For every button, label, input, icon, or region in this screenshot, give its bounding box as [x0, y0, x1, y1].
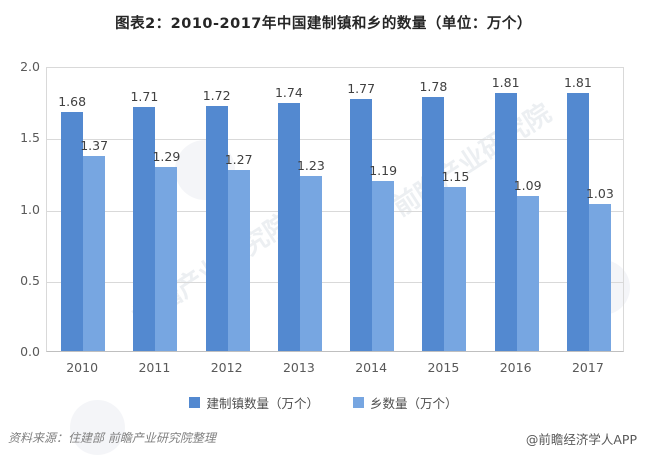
value-label-townships-2013: 1.23 — [296, 157, 325, 173]
y-tick-label: 1.5 — [20, 130, 40, 146]
x-tick-label-2010: 2010 — [66, 360, 99, 375]
value-label-townships-2010: 1.37 — [80, 137, 109, 153]
x-tick-label-2012: 2012 — [210, 360, 243, 375]
x-tick-label-2015: 2015 — [427, 360, 460, 375]
legend-item-townships: 乡数量（万个） — [353, 393, 458, 412]
gridline — [47, 210, 623, 212]
x-tick-label-2013: 2013 — [282, 360, 315, 375]
value-label-towns-2010: 1.68 — [58, 93, 87, 109]
value-label-towns-2015: 1.78 — [419, 79, 448, 95]
x-tick-label-2011: 2011 — [138, 360, 171, 375]
bar-townships-2016 — [516, 195, 539, 351]
gridline — [47, 281, 623, 283]
bar-townships-2015 — [444, 187, 467, 351]
bar-towns-2017 — [566, 93, 589, 351]
value-label-towns-2013: 1.74 — [274, 85, 303, 101]
x-tick-label-2017: 2017 — [571, 360, 604, 375]
value-label-towns-2011: 1.71 — [130, 89, 159, 105]
bar-towns-2016 — [494, 93, 517, 351]
bar-townships-2012 — [227, 170, 250, 351]
value-label-townships-2016: 1.09 — [513, 177, 542, 193]
value-label-towns-2012: 1.72 — [202, 87, 231, 103]
chart-title: 图表2：2010-2017年中国建制镇和乡的数量（单位：万个） — [115, 16, 532, 32]
bar-towns-2015 — [422, 97, 445, 351]
value-label-townships-2015: 1.15 — [441, 169, 470, 185]
legend-swatch-townships — [353, 397, 364, 408]
gridline — [47, 139, 623, 141]
value-label-townships-2012: 1.27 — [224, 152, 253, 168]
bar-townships-2010 — [83, 155, 106, 351]
bar-towns-2014 — [350, 98, 373, 351]
value-label-townships-2011: 1.29 — [152, 149, 181, 165]
bar-towns-2013 — [277, 103, 300, 351]
legend-item-towns: 建制镇数量（万个） — [189, 393, 319, 412]
bar-townships-2017 — [588, 204, 611, 351]
bar-townships-2014 — [372, 181, 395, 351]
bar-towns-2011 — [133, 107, 156, 351]
y-tick-label: 1.0 — [20, 201, 40, 217]
legend-label-towns: 建制镇数量（万个） — [206, 396, 319, 411]
value-label-towns-2014: 1.77 — [347, 80, 376, 96]
bar-townships-2011 — [155, 167, 178, 351]
bar-towns-2010 — [61, 111, 84, 351]
y-tick-label: 0.0 — [20, 344, 40, 359]
x-tick-label-2014: 2014 — [355, 360, 388, 375]
plot-area: 1.68 1.37 1.71 1.29 1.72 1.27 1.74 1.23 1.77 1.19… — [46, 67, 624, 352]
value-label-towns-2016: 1.81 — [491, 75, 520, 91]
value-label-towns-2017: 1.81 — [563, 75, 592, 91]
x-tick-label-2016: 2016 — [499, 360, 532, 375]
data-source-note: 资料来源：住建部 前瞻产业研究院整理 — [8, 431, 216, 445]
legend: 建制镇数量（万个） 乡数量（万个） — [0, 393, 647, 412]
y-tick-label: 2.0 — [20, 59, 40, 74]
bar-townships-2013 — [299, 175, 322, 351]
legend-label-townships: 乡数量（万个） — [370, 396, 458, 411]
legend-swatch-towns — [189, 397, 201, 408]
bar-towns-2012 — [205, 105, 228, 351]
value-label-townships-2014: 1.19 — [369, 163, 398, 179]
value-label-townships-2017: 1.03 — [585, 186, 614, 202]
credit-note: @前瞻经济学人APP — [525, 432, 637, 447]
y-tick-label: 0.5 — [20, 272, 40, 288]
